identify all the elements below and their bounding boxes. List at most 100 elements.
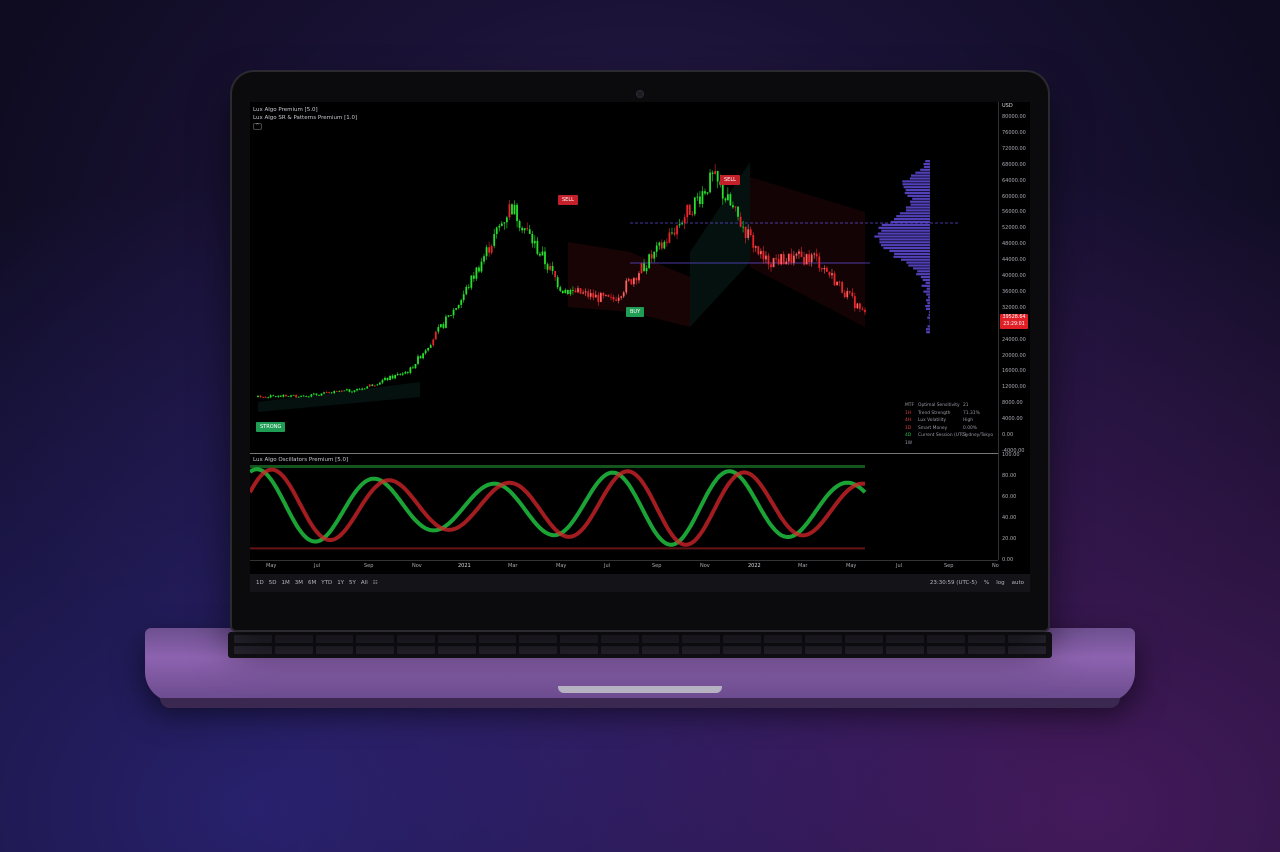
time-tick-label: Jul bbox=[604, 563, 611, 569]
volume-profile-bar bbox=[929, 319, 930, 322]
candle-body bbox=[599, 293, 602, 302]
price-tick-label: 8000.00 bbox=[1002, 400, 1023, 407]
candle-body bbox=[673, 232, 676, 235]
time-display[interactable]: 23:30:59 (UTC-5) bbox=[929, 580, 977, 586]
candle-body bbox=[465, 286, 468, 295]
price-tick-label: 64000.00 bbox=[1002, 177, 1026, 184]
candle-body bbox=[650, 254, 653, 259]
candle-body bbox=[318, 394, 320, 396]
candle-body bbox=[381, 380, 384, 383]
candle-body bbox=[655, 245, 658, 252]
candle-body bbox=[775, 258, 778, 260]
currency-label: USD bbox=[1002, 103, 1013, 109]
volume-profile-bar bbox=[909, 177, 930, 180]
range-3m-button[interactable]: 3M bbox=[294, 580, 303, 586]
candle-body bbox=[439, 324, 442, 328]
candle-body bbox=[363, 388, 366, 390]
candle-body bbox=[546, 264, 549, 270]
volume-profile-bar bbox=[906, 261, 930, 264]
range-5d-button[interactable]: 5D bbox=[268, 580, 277, 586]
range-1d-button[interactable]: 1D bbox=[256, 580, 264, 586]
candle-body bbox=[759, 251, 762, 255]
candle-body bbox=[587, 291, 590, 297]
volume-profile-bar bbox=[889, 249, 930, 253]
volume-profile-bar bbox=[925, 299, 930, 302]
volume-profile-bar bbox=[881, 229, 930, 232]
range-ytd-button[interactable]: YTD bbox=[321, 580, 333, 586]
bull-channel bbox=[258, 382, 420, 412]
range-5y-button[interactable]: 5Y bbox=[349, 580, 356, 586]
candle-body bbox=[455, 308, 458, 310]
candle-body bbox=[643, 263, 645, 272]
oscillator-axis[interactable] bbox=[998, 454, 1030, 560]
time-tick-label: Nov bbox=[412, 563, 422, 569]
candle-body bbox=[831, 273, 833, 276]
volume-profile-bar bbox=[925, 281, 930, 284]
candle-body bbox=[744, 226, 747, 238]
volume-profile-bar bbox=[896, 215, 930, 218]
candle-body bbox=[798, 251, 800, 254]
bar-countdown: 23:29:01 bbox=[1003, 322, 1025, 327]
volume-profile-bar bbox=[915, 171, 930, 174]
last-price: 39528.64 bbox=[1002, 315, 1026, 320]
candle-body bbox=[569, 289, 572, 295]
legend-sr-patterns[interactable]: Lux Algo SR & Patterns Premium [1.0] bbox=[253, 115, 358, 121]
candle-body bbox=[602, 293, 605, 296]
candle-body bbox=[368, 384, 371, 387]
volume-profile-bar bbox=[927, 325, 930, 328]
calendar-icon[interactable]: ☷ bbox=[372, 580, 378, 586]
candle-body bbox=[508, 204, 511, 218]
candle-body bbox=[269, 395, 272, 398]
dashboard-row: 4H Lux Volatility High bbox=[905, 418, 974, 424]
candle-body bbox=[747, 229, 750, 238]
range-6m-button[interactable]: 6M bbox=[307, 580, 317, 586]
volume-profile-bar bbox=[905, 209, 930, 212]
candle-body bbox=[864, 309, 866, 313]
price-tick-label: 4000.00 bbox=[1002, 416, 1023, 423]
auto-toggle[interactable]: auto bbox=[1011, 580, 1024, 586]
candle-body bbox=[345, 389, 348, 391]
candle-body bbox=[772, 258, 775, 268]
candle-body bbox=[325, 392, 328, 393]
candle-body bbox=[521, 227, 524, 231]
price-axis[interactable]: USD 80000.00 76000.00 72000.00 68000.00 6400… bbox=[998, 102, 1030, 560]
candle-body bbox=[541, 251, 544, 256]
candle-body bbox=[749, 229, 752, 236]
dashboard-row: 4D Current Session (UTC) Sydney/Tokyo bbox=[905, 433, 994, 439]
range-1y-button[interactable]: 1Y bbox=[337, 580, 345, 586]
candle-body bbox=[526, 228, 529, 230]
dashboard-row: 1D Smart Money 0.00% bbox=[905, 425, 977, 431]
time-axis[interactable]: May Jul Sep Nov 2021 Mar May Jul Sep Nov 2022 Mar Ma… bbox=[250, 560, 999, 570]
candle-body bbox=[470, 275, 473, 288]
price-tick-label: 0.00 bbox=[1002, 432, 1014, 438]
candle-body bbox=[483, 256, 485, 262]
time-tick-label: Sep bbox=[364, 563, 374, 569]
collapse-legend-button[interactable]: ^ bbox=[253, 123, 262, 130]
candle-body bbox=[826, 267, 828, 272]
candle-body bbox=[800, 251, 803, 257]
candle-body bbox=[267, 397, 270, 399]
range-1m-button[interactable]: 1M bbox=[281, 580, 290, 586]
candle-body bbox=[445, 316, 447, 328]
candle-body bbox=[706, 192, 709, 194]
candle-body bbox=[833, 273, 836, 286]
candle-body bbox=[653, 251, 656, 259]
candle-body bbox=[376, 384, 379, 386]
range-all-button[interactable]: All bbox=[360, 580, 368, 586]
oscillator-title[interactable]: Lux Algo Oscillators Premium [5.0] bbox=[253, 457, 349, 463]
candle-body bbox=[551, 265, 554, 272]
log-toggle[interactable]: log bbox=[996, 580, 1005, 586]
percent-toggle[interactable]: % bbox=[983, 580, 990, 586]
candle-body bbox=[721, 184, 724, 199]
candle-body bbox=[615, 299, 618, 301]
candle-body bbox=[620, 296, 623, 298]
price-tick-label: 24000.00 bbox=[1002, 336, 1026, 343]
chart-canvas[interactable] bbox=[250, 102, 1030, 592]
candle-body bbox=[734, 206, 737, 208]
pane-divider[interactable] bbox=[250, 453, 998, 454]
legend-lux-algo-premium[interactable]: Lux Algo Premium [5.0] bbox=[253, 107, 318, 113]
price-tick-label: 76000.00 bbox=[1002, 129, 1026, 136]
candle-body bbox=[290, 395, 292, 397]
candle-body bbox=[488, 247, 491, 253]
candle-body bbox=[315, 393, 318, 395]
